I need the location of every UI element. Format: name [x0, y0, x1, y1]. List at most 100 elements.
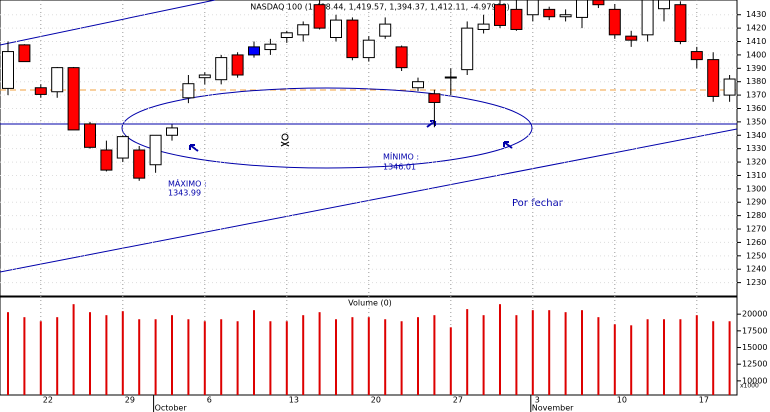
volume-bar: [548, 310, 551, 395]
candle-body: [248, 46, 260, 56]
candle-body: [84, 123, 96, 148]
y-tick-label: 1410: [746, 37, 766, 46]
volume-bar: [302, 315, 305, 395]
y-tick-label: 1270: [746, 225, 766, 234]
candle-body: [576, 0, 588, 18]
candle-body: [34, 87, 47, 95]
x-tick-label: 13: [289, 396, 299, 405]
volume-bar: [384, 319, 387, 395]
x-tick-label: 10: [617, 396, 627, 405]
month-label: October: [155, 404, 188, 412]
x-tick-label: 27: [453, 396, 463, 405]
annotation: Por fechar: [512, 198, 564, 209]
candle-body: [608, 8, 621, 36]
volume-bar: [72, 304, 75, 395]
volume-bar: [269, 321, 272, 395]
icon: [281, 133, 289, 141]
y-tick-label: 1400: [746, 50, 766, 59]
y-tick-label: 15000: [742, 343, 767, 352]
y-tick-label: 10000: [742, 376, 767, 385]
y-tick-label: 1290: [746, 198, 766, 207]
y-tick-label: 1420: [746, 24, 766, 33]
volume-bar: [695, 315, 698, 395]
candle-body: [641, 0, 654, 36]
volume-bar: [515, 315, 518, 395]
volume-bar: [663, 319, 665, 395]
candle-body: [231, 54, 244, 76]
volume-bar: [449, 327, 452, 395]
y-tick-label: 1370: [746, 91, 766, 100]
candle-body: [379, 23, 392, 37]
volume-bar: [220, 319, 223, 395]
candle-body: [494, 4, 506, 26]
candle-body: [51, 67, 64, 93]
y-tick-label: 1240: [746, 265, 766, 274]
candle-body: [559, 14, 572, 18]
candle-body: [461, 27, 474, 71]
candle-body: [297, 24, 310, 36]
ellipse: [121, 87, 533, 169]
candle-body: [67, 67, 80, 131]
y-tick-label: 1310: [746, 171, 766, 180]
y-tick-label: 17500: [742, 326, 767, 335]
y-tick-label: 1430: [746, 10, 766, 19]
annotation: 1343.99: [168, 189, 201, 198]
y-tick-label: 1250: [746, 251, 766, 260]
volume-bar: [531, 310, 534, 395]
volume-bar: [433, 315, 436, 395]
volume-bar: [581, 310, 583, 395]
candle-body: [149, 134, 162, 166]
arrow: [189, 144, 199, 152]
candle-body: [2, 51, 14, 89]
candle-body: [346, 19, 359, 59]
volume-bar: [23, 317, 26, 395]
volume-bar: [466, 309, 469, 395]
candle-body: [428, 93, 441, 103]
volume-bar: [187, 319, 190, 395]
volume-bar: [597, 317, 600, 395]
volume-bar: [203, 321, 206, 395]
volume-bar: [646, 319, 649, 395]
chart-title: NASDAQ 100 (1,418.44, 1,419.57, 1,394.37…: [250, 3, 510, 12]
volume-bar: [318, 312, 321, 395]
candle-body: [18, 44, 31, 63]
y-tick-label: 1300: [746, 184, 766, 193]
volume-bar: [105, 315, 108, 395]
volume-bar: [121, 311, 124, 395]
volume-bar: [367, 317, 370, 395]
candle-body: [100, 149, 113, 171]
volume-bar: [482, 315, 485, 395]
candle-body: [313, 4, 326, 29]
x-tick-label: 6: [207, 396, 212, 405]
arrow: [503, 141, 513, 149]
x-tick-label: 22: [43, 396, 53, 405]
x-tick-label: 3: [535, 396, 540, 405]
volume-bar: [335, 319, 337, 395]
volume-bar: [285, 321, 288, 395]
volume-bar: [613, 324, 616, 395]
y-tick-label: 1380: [746, 77, 766, 86]
volume-bar: [89, 312, 91, 395]
y-tick-label: 1280: [746, 211, 766, 220]
annotation: MÁXIMO :: [168, 178, 207, 189]
volume-bar: [154, 319, 157, 395]
y-tick-label: 1360: [746, 104, 766, 113]
volume-bar: [138, 319, 141, 395]
volume-bar: [56, 317, 59, 395]
annotation: MÍNIMO :: [383, 151, 419, 162]
x-tick-label: 29: [125, 396, 135, 405]
trend-line: [0, 0, 216, 46]
candle-body: [658, 0, 670, 10]
candle-body: [116, 136, 129, 159]
y-tick-label: 20000: [742, 310, 767, 319]
candle-body: [264, 43, 277, 51]
volume-bar: [630, 325, 633, 395]
candle-body: [510, 8, 523, 30]
candle-body: [526, 0, 539, 16]
volume-bar: [712, 321, 715, 395]
candle-body: [362, 39, 375, 59]
y-tick-label: 1320: [746, 158, 766, 167]
candle-body: [330, 19, 342, 39]
candle-body: [395, 46, 408, 69]
